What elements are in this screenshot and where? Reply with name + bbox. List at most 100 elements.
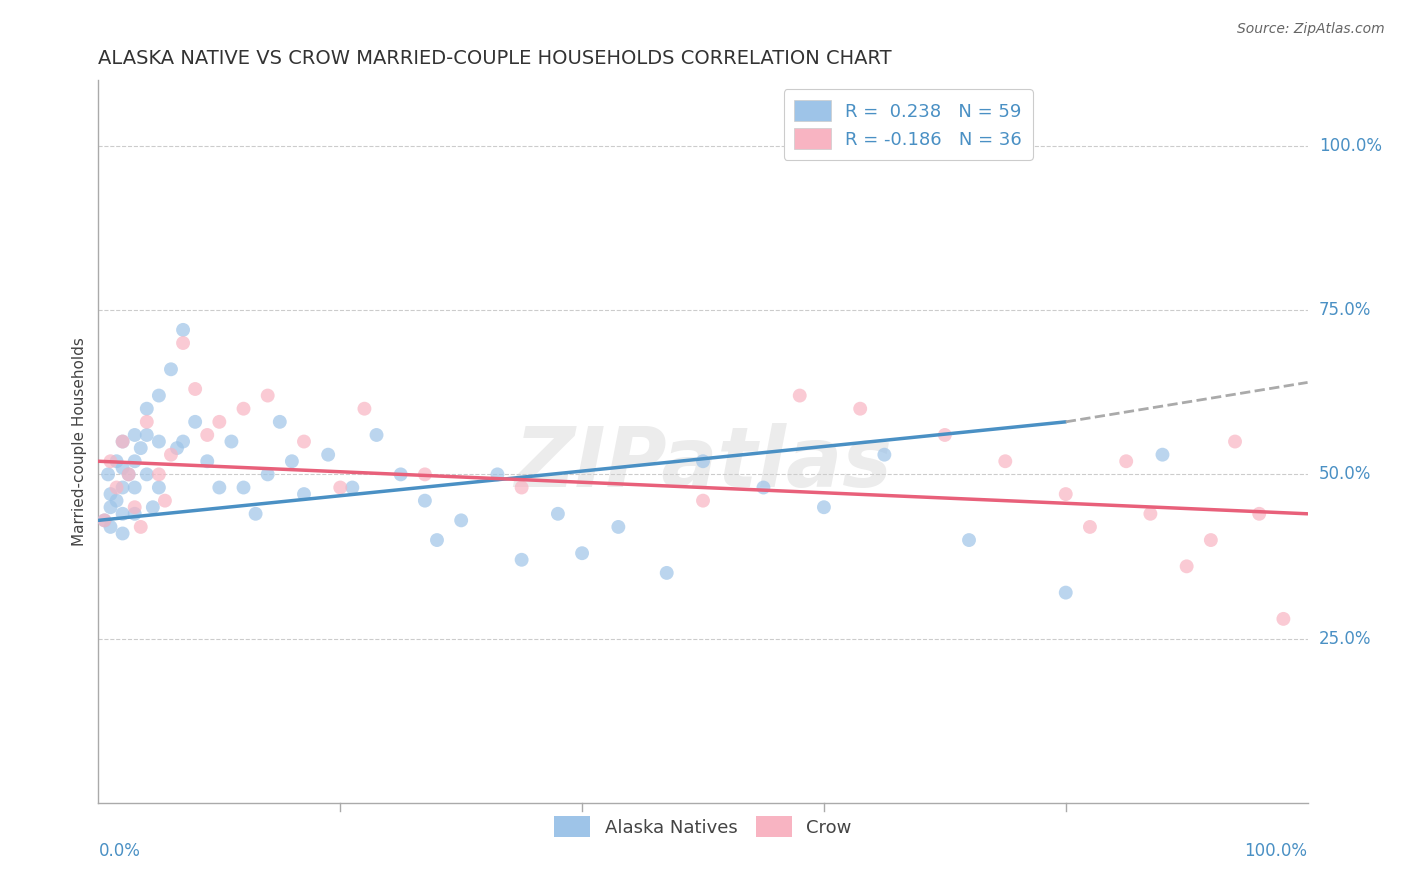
Point xyxy=(97,467,120,482)
Text: Source: ZipAtlas.com: Source: ZipAtlas.com xyxy=(1237,22,1385,37)
Point xyxy=(195,454,218,468)
Text: 25.0%: 25.0% xyxy=(1319,630,1371,648)
Point xyxy=(172,434,194,449)
Point xyxy=(124,481,146,495)
Point xyxy=(111,507,134,521)
Point xyxy=(692,454,714,468)
Point xyxy=(129,520,152,534)
Point xyxy=(124,428,146,442)
Point xyxy=(100,487,122,501)
Point xyxy=(547,507,569,521)
Point xyxy=(752,481,775,495)
Point xyxy=(105,454,128,468)
Point xyxy=(1223,434,1246,449)
Point xyxy=(111,481,134,495)
Text: 75.0%: 75.0% xyxy=(1319,301,1371,319)
Legend: Alaska Natives, Crow: Alaska Natives, Crow xyxy=(547,809,859,845)
Point xyxy=(129,441,152,455)
Point xyxy=(118,467,141,482)
Point xyxy=(1078,520,1101,534)
Point xyxy=(135,415,157,429)
Point xyxy=(135,401,157,416)
Point xyxy=(413,493,436,508)
Point xyxy=(1152,448,1174,462)
Point xyxy=(292,434,315,449)
Text: ZIPatlas: ZIPatlas xyxy=(515,423,891,504)
Point xyxy=(571,546,593,560)
Point xyxy=(1054,487,1077,501)
Point xyxy=(342,481,364,495)
Point xyxy=(111,460,134,475)
Point xyxy=(172,323,194,337)
Point xyxy=(450,513,472,527)
Point xyxy=(269,415,291,429)
Point xyxy=(172,336,194,351)
Point xyxy=(148,467,170,482)
Text: 50.0%: 50.0% xyxy=(1319,466,1371,483)
Text: ALASKA NATIVE VS CROW MARRIED-COUPLE HOUSEHOLDS CORRELATION CHART: ALASKA NATIVE VS CROW MARRIED-COUPLE HOU… xyxy=(98,48,891,68)
Text: 100.0%: 100.0% xyxy=(1319,137,1382,155)
Point xyxy=(93,513,115,527)
Point xyxy=(316,448,339,462)
Point xyxy=(510,553,533,567)
Point xyxy=(135,428,157,442)
Point xyxy=(389,467,412,482)
Point xyxy=(413,467,436,482)
Point xyxy=(1199,533,1222,547)
Point xyxy=(148,388,170,402)
Point xyxy=(105,493,128,508)
Point xyxy=(208,481,231,495)
Point xyxy=(510,481,533,495)
Point xyxy=(148,434,170,449)
Point xyxy=(789,388,811,402)
Point xyxy=(353,401,375,416)
Point xyxy=(100,500,122,515)
Text: 0.0%: 0.0% xyxy=(98,842,141,860)
Point xyxy=(873,448,896,462)
Point xyxy=(849,401,872,416)
Point xyxy=(1115,454,1137,468)
Point xyxy=(118,467,141,482)
Point xyxy=(153,493,176,508)
Point xyxy=(184,415,207,429)
Point xyxy=(256,388,278,402)
Point xyxy=(692,493,714,508)
Point xyxy=(607,520,630,534)
Point xyxy=(292,487,315,501)
Point xyxy=(256,467,278,482)
Point xyxy=(208,415,231,429)
Point xyxy=(93,513,115,527)
Point xyxy=(232,481,254,495)
Point xyxy=(232,401,254,416)
Point xyxy=(329,481,352,495)
Point xyxy=(100,520,122,534)
Point xyxy=(105,481,128,495)
Point xyxy=(195,428,218,442)
Point xyxy=(486,467,509,482)
Point xyxy=(245,507,267,521)
Point xyxy=(1054,585,1077,599)
Point xyxy=(111,434,134,449)
Point xyxy=(124,507,146,521)
Point xyxy=(111,434,134,449)
Point xyxy=(1272,612,1295,626)
Point xyxy=(994,454,1017,468)
Point xyxy=(160,362,183,376)
Point xyxy=(142,500,165,515)
Point xyxy=(148,481,170,495)
Point xyxy=(124,500,146,515)
Point xyxy=(813,500,835,515)
Point xyxy=(166,441,188,455)
Point xyxy=(1139,507,1161,521)
Point xyxy=(221,434,243,449)
Point xyxy=(366,428,388,442)
Point xyxy=(1175,559,1198,574)
Point xyxy=(124,454,146,468)
Point xyxy=(184,382,207,396)
Point xyxy=(957,533,980,547)
Point xyxy=(135,467,157,482)
Point xyxy=(655,566,678,580)
Point xyxy=(160,448,183,462)
Point xyxy=(426,533,449,547)
Point xyxy=(281,454,304,468)
